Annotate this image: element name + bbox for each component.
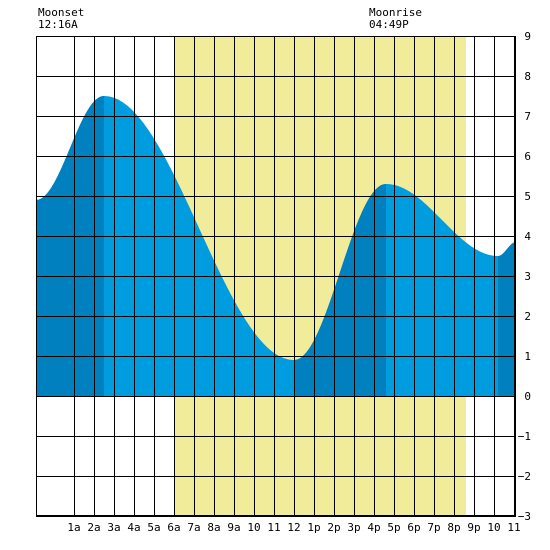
x-tick-label: 7a	[187, 521, 200, 534]
y-tick-label: 3	[524, 270, 531, 283]
x-tick-label: 3p	[347, 521, 360, 534]
moonset-label: Moonset	[38, 6, 84, 19]
tide-area-shaded-0	[36, 96, 104, 396]
moonrise-label: Moonrise	[369, 6, 422, 19]
x-tick-label: 4p	[367, 521, 380, 534]
x-tick-label: 8a	[207, 521, 220, 534]
y-tick-label: 8	[524, 70, 531, 83]
x-tick-label: 9p	[467, 521, 480, 534]
y-tick-label: −1	[518, 430, 531, 443]
x-tick-label: 2a	[87, 521, 100, 534]
tide-area	[36, 96, 516, 396]
y-tick-label: 5	[524, 190, 531, 203]
x-tick-label: 7p	[427, 521, 440, 534]
x-tick-label: 10	[247, 521, 260, 534]
y-tick-label: −2	[518, 470, 531, 483]
x-tick-label: 3a	[107, 521, 120, 534]
x-tick-label: 6a	[167, 521, 180, 534]
x-tick-label: 6p	[407, 521, 420, 534]
x-tick-label: 11	[267, 521, 280, 534]
y-tick-label: 2	[524, 310, 531, 323]
y-tick-label: 9	[524, 30, 531, 43]
y-tick-label: 4	[524, 230, 531, 243]
x-tick-label: 9a	[227, 521, 240, 534]
x-tick-label: 4a	[127, 521, 140, 534]
y-tick-label: 0	[524, 390, 531, 403]
x-tick-label: 1p	[307, 521, 320, 534]
x-tick-label: 1a	[67, 521, 80, 534]
x-tick-label: 8p	[447, 521, 460, 534]
x-tick-label: 5a	[147, 521, 160, 534]
x-tick-label: 5p	[387, 521, 400, 534]
moonrise-time: 04:49P	[369, 18, 409, 31]
x-tick-label: 10	[487, 521, 500, 534]
plot-frame	[36, 36, 516, 516]
y-tick-label: 1	[524, 350, 531, 363]
y-tick-label: 7	[524, 110, 531, 123]
moonset-time: 12:16A	[38, 18, 78, 31]
y-tick-label: −3	[518, 510, 531, 523]
x-tick-label: 2p	[327, 521, 340, 534]
y-tick-label: 6	[524, 150, 531, 163]
x-tick-label: 12	[287, 521, 300, 534]
x-tick-label: 11	[507, 521, 520, 534]
tide-area-shaded-2	[498, 242, 516, 396]
